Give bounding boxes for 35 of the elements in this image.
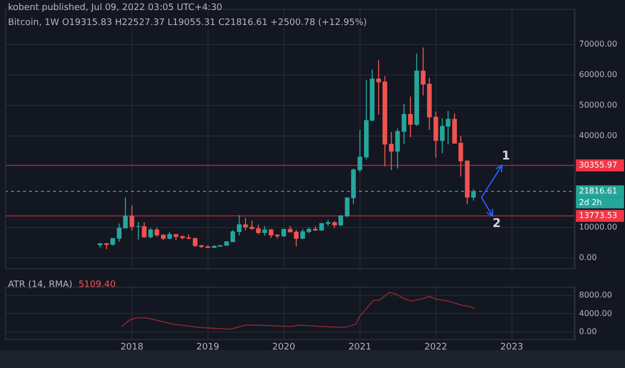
- ref-line-label: 21816.61: [579, 186, 618, 196]
- text: 2d 2h: [579, 198, 602, 207]
- x-tick-label: 2021: [348, 342, 372, 353]
- annotation: 2: [492, 216, 501, 230]
- candlestick: [388, 131, 394, 171]
- annotation: 5109.40: [78, 280, 116, 290]
- x-tick-label: 2022: [424, 342, 448, 353]
- y-tick-label: 70000.00: [579, 40, 618, 49]
- candlestick: [338, 214, 344, 227]
- candlestick: [154, 226, 160, 238]
- y-tick-label: 0.00: [579, 252, 597, 262]
- candlestick: [142, 222, 146, 238]
- y-tick-label: 10000.00: [579, 222, 618, 232]
- x-tick-label: 2020: [272, 342, 296, 353]
- y-tick-label: 60000.00: [579, 70, 618, 80]
- ref-line-label: 13773.53: [579, 211, 618, 220]
- annotation: 1: [502, 148, 510, 162]
- y-tick-label: 8000.00: [579, 290, 612, 300]
- candlestick: [148, 228, 153, 239]
- y-tick-label: 40000.00: [579, 131, 618, 140]
- ref-line-label: 30355.97: [579, 160, 618, 170]
- candlestick: [130, 204, 134, 231]
- candlestick: [136, 221, 141, 240]
- y-tick-label: 0.00: [579, 327, 597, 336]
- candlestick: [236, 214, 242, 236]
- chart-title: ATR (14, RMA): [8, 280, 72, 290]
- candlestick: [262, 226, 267, 236]
- text: Bitcoin, 1W O19315.83 H22527.37 L19055.31 C21816.61 +2500.78 (+12.95%): [8, 18, 367, 28]
- x-tick-label: 2019: [196, 342, 220, 353]
- y-tick-label: 50000.00: [579, 100, 618, 110]
- y-tick-label: 4000.00: [579, 308, 612, 318]
- x-tick-label: 2018: [120, 342, 144, 353]
- chart-title: kobent published, Jul 09, 2022 03:05 UTC+4:30: [8, 3, 222, 13]
- candlestick: [408, 96, 413, 138]
- x-tick-label: 2023: [500, 342, 524, 353]
